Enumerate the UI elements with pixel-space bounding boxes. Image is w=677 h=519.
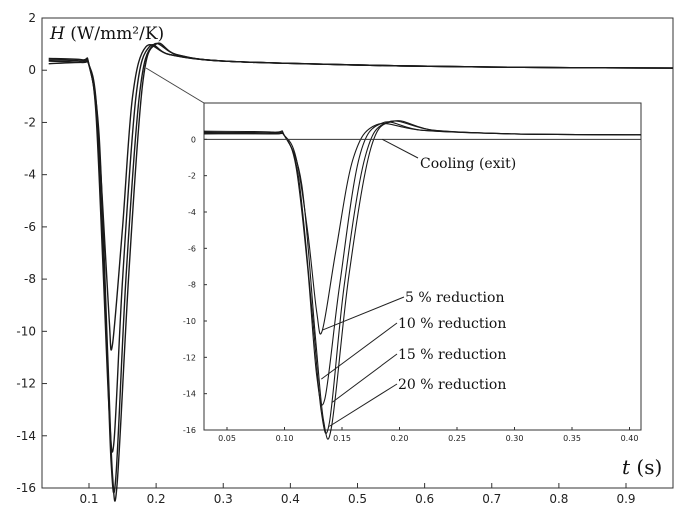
zoom-connector-line (145, 67, 205, 104)
x-tick-label: 0.9 (616, 492, 635, 506)
inset-plot: 0.05 0.10 0.15 0.20 0.25 0.30 0.35 0.40 0 -2 -4 -6… (183, 102, 642, 443)
y-axis-label: H (W/mm²/K) (49, 24, 164, 44)
series-line-4 (203, 120, 642, 440)
inset-plot-frame (203, 102, 642, 431)
y-tick-label: -6 (24, 220, 36, 234)
y-tick-label: -4 (24, 168, 36, 182)
annotation-label: Cooling (exit) (420, 156, 516, 172)
y-tick-label: 2 (28, 11, 36, 25)
y-tick-label: -4 (188, 208, 196, 217)
y-tick-label: -14 (183, 390, 196, 399)
x-tick-label: 0.4 (281, 492, 300, 506)
main-series-group (48, 42, 674, 502)
y-tick-label: -8 (188, 281, 196, 290)
x-tick-label: 0.10 (276, 434, 294, 443)
y-tick-label: 0 (28, 63, 36, 77)
y-tick-label: -12 (183, 353, 196, 362)
x-tick-label: 0.15 (333, 434, 351, 443)
inset-y-ticks: 0 -2 -4 -6 -8 -10 -12 -14 -16 (183, 135, 207, 435)
y-tick-label: -16 (16, 481, 36, 495)
main-y-ticks: 2 0 -2 -4 -6 -8 -10 -12 -14 -16 (16, 11, 47, 495)
main-x-ticks: 0.1 0.2 0.3 0.4 0.5 0.6 0.7 0.8 0.9 (79, 483, 636, 506)
x-tick-label: 0.2 (147, 492, 166, 506)
annotation-label: 20 % reduction (398, 377, 506, 393)
y-tick-label: -14 (16, 429, 36, 443)
inset-annotations: Cooling (exit) 5 % reduction 10 % reductio… (321, 138, 516, 427)
x-tick-label: 0.7 (482, 492, 501, 506)
annotation-leader (322, 296, 405, 331)
y-tick-label: -8 (24, 272, 36, 286)
x-tick-label: 0.6 (415, 492, 434, 506)
y-tick-label: -12 (16, 377, 36, 391)
x-tick-label: 0.8 (549, 492, 568, 506)
x-tick-label: 0.40 (621, 434, 639, 443)
y-tick-label: -2 (188, 172, 196, 181)
x-tick-label: 0.3 (214, 492, 233, 506)
x-tick-label: 0.20 (391, 434, 409, 443)
inset-series-group (203, 120, 642, 440)
annotation-leader (321, 322, 398, 380)
y-tick-label: 0 (191, 135, 196, 144)
y-tick-label: -10 (183, 317, 196, 326)
x-tick-label: 0.5 (348, 492, 367, 506)
annotation-label: 15 % reduction (398, 347, 506, 363)
y-tick-label: -6 (188, 244, 196, 253)
x-tick-label: 0.25 (448, 434, 466, 443)
y-tick-label: -2 (24, 115, 36, 129)
x-tick-label: 0.1 (79, 492, 98, 506)
y-tick-label: -10 (16, 324, 36, 338)
annotation-label: 10 % reduction (398, 316, 506, 332)
inset-x-ticks: 0.05 0.10 0.15 0.20 0.25 0.30 0.35 0.40 (218, 427, 638, 443)
x-tick-label: 0.05 (218, 434, 236, 443)
main-plot: 0.1 0.2 0.3 0.4 0.5 0.6 0.7 0.8 0.9 2 0 -2 -4 -6 -8 -1… (16, 11, 674, 506)
x-tick-label: 0.30 (506, 434, 524, 443)
annotation-leader (329, 383, 398, 427)
annotation-label: 5 % reduction (405, 290, 504, 306)
series-line-4 (48, 42, 674, 502)
annotation-leader (382, 138, 419, 159)
x-axis-label: t (s) (622, 455, 662, 479)
x-tick-label: 0.35 (563, 434, 581, 443)
y-tick-label: -16 (183, 426, 196, 435)
annotation-leader (331, 353, 398, 404)
